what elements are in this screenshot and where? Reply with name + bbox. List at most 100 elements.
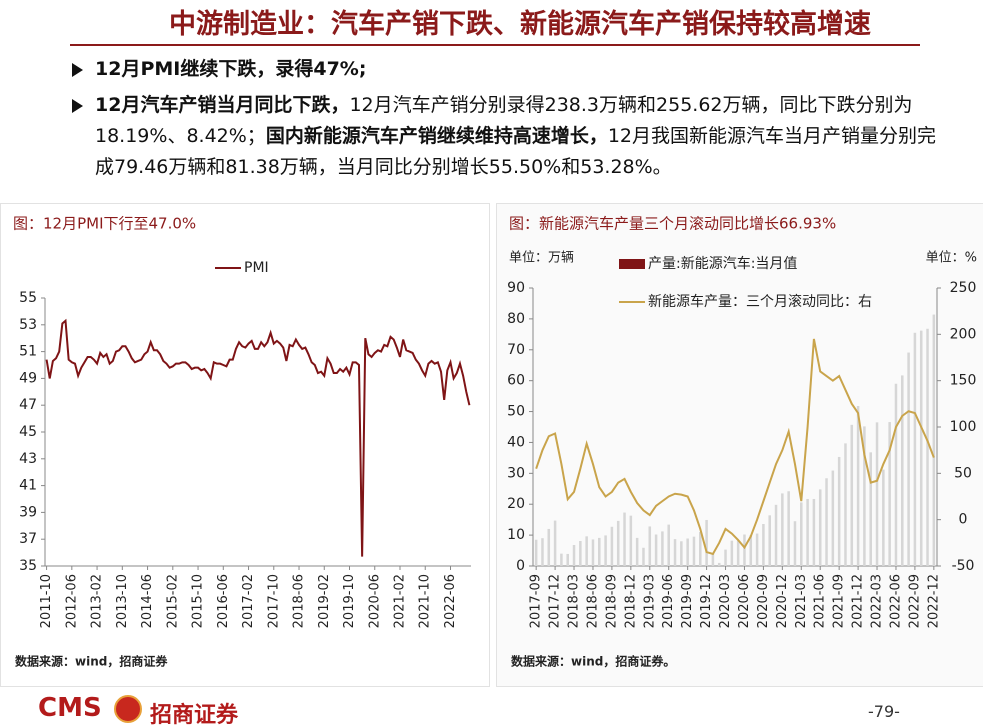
x-tick-label: 2020-06 [367,574,382,628]
chart: 图：新能源汽车产量三个月滚动同比增长66.93% 0 10 20 30 40 50 60 70 8… [507,215,977,669]
bar [591,539,595,566]
y-tick-label: 30 [507,465,525,481]
bar [850,424,854,566]
bar [837,456,841,566]
source-note: 数据来源：wind，招商证券。 [511,654,675,669]
x-tick-label: 2021-06 [813,574,828,628]
bar [781,493,784,566]
x-tick-label: 2021-03 [794,574,809,628]
bar [812,498,816,566]
logo-text: CMS [38,693,102,723]
x-tick-label: 2020-03 [718,574,733,628]
bar [705,519,708,566]
x-tick-label: 2017-02 [241,574,256,628]
bar [818,489,822,566]
bar [730,540,734,566]
x-tick-label: 2018-12 [623,574,638,628]
x-tick-label: 2021-02 [393,574,408,628]
y-tick-label: 20 [507,496,525,512]
x-tick-label: 2015-10 [191,574,206,628]
bar [856,405,860,566]
y-tick-label: 40 [507,434,525,450]
bar [553,520,557,566]
y-tick-label: 53 [19,317,37,333]
bar [673,539,677,566]
bar [610,526,614,566]
bar [648,526,652,566]
x-tick-label: 2019-12 [699,574,714,628]
bar [793,521,797,566]
bar [547,528,551,566]
x-tick-label: 2021-12 [851,574,866,628]
bar [566,553,569,566]
bullet-marker [72,99,83,113]
bar [825,478,828,566]
x-tick-label: 2022-06 [443,574,458,628]
x-tick-label: 2018-03 [567,574,582,628]
bar [661,531,664,566]
legend-swatch [619,259,645,269]
bullet-text: 12月汽车产销分别录得238.3万辆和255.62万辆，同比下跌分别为18.19… [95,94,913,147]
y-tick-label: 41 [19,478,37,494]
bar [749,535,753,566]
y-tick-label: 70 [507,342,525,358]
x-tick-label: 2022-12 [926,574,941,628]
chart: 图：12月PMI下行至47.0% 35 37 39 41 43 45 47 49 51 53 55 20… [13,215,471,669]
y-tick-label: 80 [507,311,525,327]
bar [901,375,904,566]
x-tick-label: 2015-02 [165,574,180,628]
bar [869,452,872,566]
bar [888,422,891,566]
bar [755,533,759,566]
bar [724,549,727,566]
bullet: 12月汽车产销当月同比下跌，12月汽车产销分别录得238.3万辆和255.62万… [70,90,950,183]
x-tick-label: 2022-09 [907,574,922,628]
y-tick-label: 0 [516,558,525,574]
bar [863,426,866,566]
x-tick-label: 2013-02 [90,574,105,628]
company-name: 招商证券 [150,702,239,727]
slide-title: 中游制造业：汽车产销下跌、新能源汽车产销保持较高增速 [169,9,871,40]
x-tick-label: 2019-10 [342,574,357,628]
y-tick-label: 10 [507,527,525,543]
x-tick-label: 2018-06 [585,574,600,628]
bullet-text: 12月汽车产销当月同比下跌， [95,94,350,116]
x-tick-label: 2017-10 [266,574,281,628]
bar [579,540,582,566]
bar [787,491,790,566]
bar [616,520,620,566]
y-unit: 单位：万辆 [509,251,574,266]
x-tick-label: 2019-06 [661,574,676,628]
y2-tick-label: 200 [950,326,977,342]
x-tick-label: 2018-06 [292,574,307,628]
x-tick-label: 2017-09 [529,574,544,628]
bar [692,536,696,566]
bar [711,553,715,566]
y-tick-label: 60 [507,373,525,389]
y-tick-label: 43 [19,451,37,467]
x-tick-label: 2019-03 [642,574,657,628]
bar [913,332,917,566]
bullet-text: 国内新能源汽车产销继续维持高速增长， [265,125,608,147]
x-tick-label: 2019-02 [317,574,332,628]
page-number: -79- [868,702,900,721]
legend-label: 产量:新能源汽车:当月值 [648,255,797,272]
x-tick-label: 2011-10 [39,574,54,628]
bullet-text: 12月我国新能源汽车当月产销量分别完成79.46万辆和81.38万辆，当月同比分… [95,125,937,178]
bar [686,538,689,566]
bar [875,422,879,566]
x-tick-label: 2021-09 [832,574,847,628]
bar [585,536,588,566]
bar [635,537,639,566]
y-tick-label: 45 [19,424,37,440]
line-series [535,338,935,556]
y2-tick-label: 250 [950,280,977,296]
bar [717,562,721,566]
bar [667,524,670,566]
bar [604,535,607,566]
legend-label: 新能源车产量：三个月滚动同比：右 [648,293,872,310]
bar [762,523,765,566]
y-tick-label: 51 [19,344,37,360]
y2-unit: 单位：% [926,251,977,266]
